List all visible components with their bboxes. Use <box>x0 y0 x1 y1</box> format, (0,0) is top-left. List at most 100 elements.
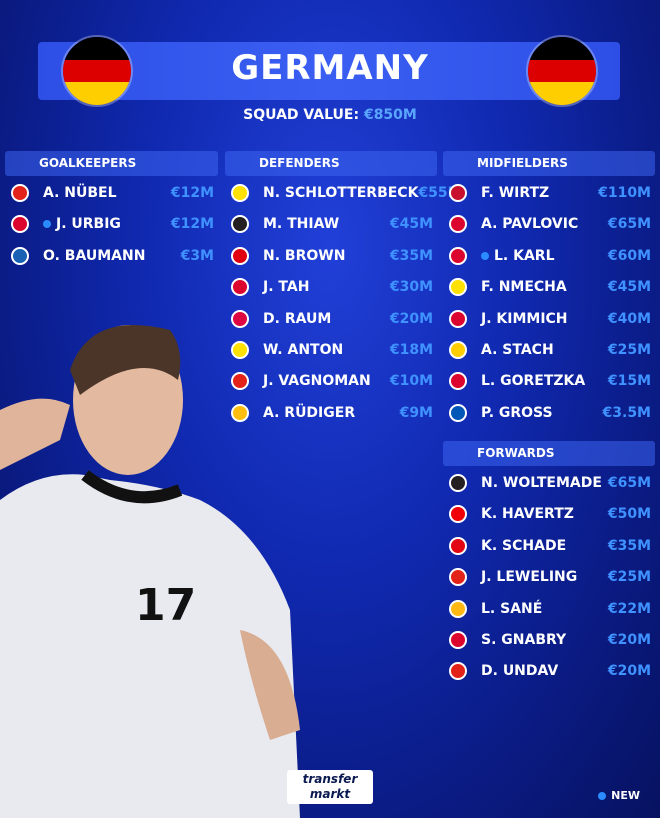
player-value: €25M <box>607 569 651 586</box>
brentford-crest-icon <box>449 536 467 555</box>
bayern-munich-crest-icon <box>449 309 467 328</box>
brighton-crest-icon <box>449 403 467 422</box>
player-row: O. BAUMANN €3M <box>7 243 214 269</box>
player-value: €40M <box>607 310 651 327</box>
newcastle-crest-icon <box>449 474 467 492</box>
player-value: €60M <box>607 247 651 264</box>
player-value: €12M <box>170 216 214 233</box>
player-value: €20M <box>607 663 651 680</box>
arsenal-crest-icon <box>449 505 467 524</box>
player-name: D. RAUM <box>263 311 390 327</box>
player-name-text: L. KARL <box>494 247 555 264</box>
dortmund-crest-icon <box>231 184 249 202</box>
player-name: J. VAGNOMAN <box>263 373 390 389</box>
player-row: J. URBIG €12M <box>7 211 214 237</box>
player-name: J. KIMMICH <box>481 311 608 327</box>
player-value: €9M <box>399 404 433 421</box>
player-value: €22M <box>607 600 651 617</box>
player-name-text: A. STACH <box>481 342 554 358</box>
player-name-text: K. HAVERTZ <box>481 506 574 523</box>
player-name: N. WOLTEMADE <box>481 475 608 491</box>
transfermarkt-logo: transfer markt <box>287 770 373 804</box>
player-row: A. STACH €25M <box>445 337 651 363</box>
player-value: €30M <box>389 279 433 296</box>
player-row: N. SCHLOTTERBECK €55M <box>227 180 462 206</box>
player-photo: 17 <box>0 325 300 818</box>
player-name: F. WIRTZ <box>481 185 598 201</box>
player-name-text: M. THIAW <box>263 216 340 233</box>
section-header-forwards: FORWARDS <box>443 441 655 466</box>
dortmund-crest-icon <box>231 341 249 359</box>
player-name-text: A. RÜDIGER <box>263 404 356 421</box>
player-row: J. KIMMICH €40M <box>445 306 651 332</box>
player-value: €3.5M <box>602 404 651 421</box>
player-name: S. GNABRY <box>481 632 608 648</box>
player-name-text: L. GORETZKA <box>481 373 586 390</box>
liverpool-crest-icon <box>449 184 467 202</box>
player-name: J. TAH <box>263 279 390 295</box>
player-value: €35M <box>607 537 651 554</box>
player-name-text: J. TAH <box>263 279 310 296</box>
player-value: €12M <box>170 185 214 201</box>
germany-flag-icon <box>526 35 598 107</box>
dortmund-crest-icon <box>449 278 467 297</box>
player-value: €20M <box>607 632 651 648</box>
player-name-text: N. SCHLOTTERBECK <box>263 185 419 201</box>
player-name-text: J. LEWELING <box>481 569 578 586</box>
bayern-munich-crest-icon <box>449 631 467 649</box>
vfb-stuttgart-crest-icon <box>449 568 467 587</box>
player-row: N. WOLTEMADE €65M <box>445 470 651 496</box>
rb-leipzig-crest-icon <box>231 309 249 328</box>
player-name: D. UNDAV <box>481 663 608 679</box>
player-name-text: N. BROWN <box>263 247 346 264</box>
player-name: K. SCHADE <box>481 538 608 554</box>
player-row: D. UNDAV €20M <box>445 658 651 684</box>
page-title: GERMANY <box>231 48 429 88</box>
player-name: W. ANTON <box>263 342 390 358</box>
player-name-text: L. SANÉ <box>481 600 543 617</box>
player-name-text: O. BAUMANN <box>43 247 146 264</box>
player-row: L. SANÉ €22M <box>445 596 651 622</box>
player-name-text: F. NMECHA <box>481 279 567 296</box>
player-row: A. PAVLOVIC €65M <box>445 211 651 237</box>
player-name: M. THIAW <box>263 216 390 232</box>
new-dot-icon <box>481 251 489 260</box>
player-name: J. LEWELING <box>481 569 608 585</box>
player-name: A. PAVLOVIC <box>481 216 608 232</box>
player-row: J. VAGNOMAN €10M <box>227 368 433 394</box>
real-madrid-crest-icon <box>231 403 249 422</box>
player-row: P. GROSS €3.5M <box>445 400 651 426</box>
player-name-text: A. NÜBEL <box>43 185 117 201</box>
vfb-stuttgart-crest-icon <box>11 184 29 202</box>
new-dot-icon <box>43 220 51 229</box>
vfb-stuttgart-crest-icon <box>231 372 249 391</box>
player-value: €50M <box>607 506 651 523</box>
new-legend-label: NEW <box>611 789 640 802</box>
player-name: L. SANÉ <box>481 601 608 617</box>
eintracht-frankfurt-crest-icon <box>231 246 249 265</box>
player-name-text: D. RAUM <box>263 310 332 327</box>
player-row: L. KARL €60M <box>445 243 651 269</box>
player-name: A. RÜDIGER <box>263 405 400 421</box>
section-header-goalkeepers: GOALKEEPERS <box>5 151 218 176</box>
player-name-text: J. KIMMICH <box>481 310 568 327</box>
bayern-munich-crest-icon <box>231 278 249 297</box>
player-row: A. RÜDIGER €9M <box>227 400 433 426</box>
player-row: J. TAH €30M <box>227 274 433 300</box>
player-row: L. GORETZKA €15M <box>445 368 651 394</box>
player-name: O. BAUMANN <box>43 248 181 264</box>
title-bar <box>38 42 620 100</box>
player-row: W. ANTON €18M <box>227 337 433 363</box>
section-header-midfielders: MIDFIELDERS <box>443 151 655 176</box>
player-value: €25M <box>607 342 651 358</box>
player-name-text: A. PAVLOVIC <box>481 216 579 233</box>
squad-value: SQUAD VALUE: €850M <box>0 107 660 123</box>
player-name: J. URBIG <box>43 216 171 232</box>
player-name: F. NMECHA <box>481 279 608 295</box>
player-value: €45M <box>389 216 433 233</box>
player-value: €65M <box>607 475 651 491</box>
germany-flag-icon <box>61 35 133 107</box>
player-value: €35M <box>389 247 433 264</box>
bayern-munich-crest-icon <box>449 246 467 265</box>
player-name: P. GROSS <box>481 405 603 421</box>
